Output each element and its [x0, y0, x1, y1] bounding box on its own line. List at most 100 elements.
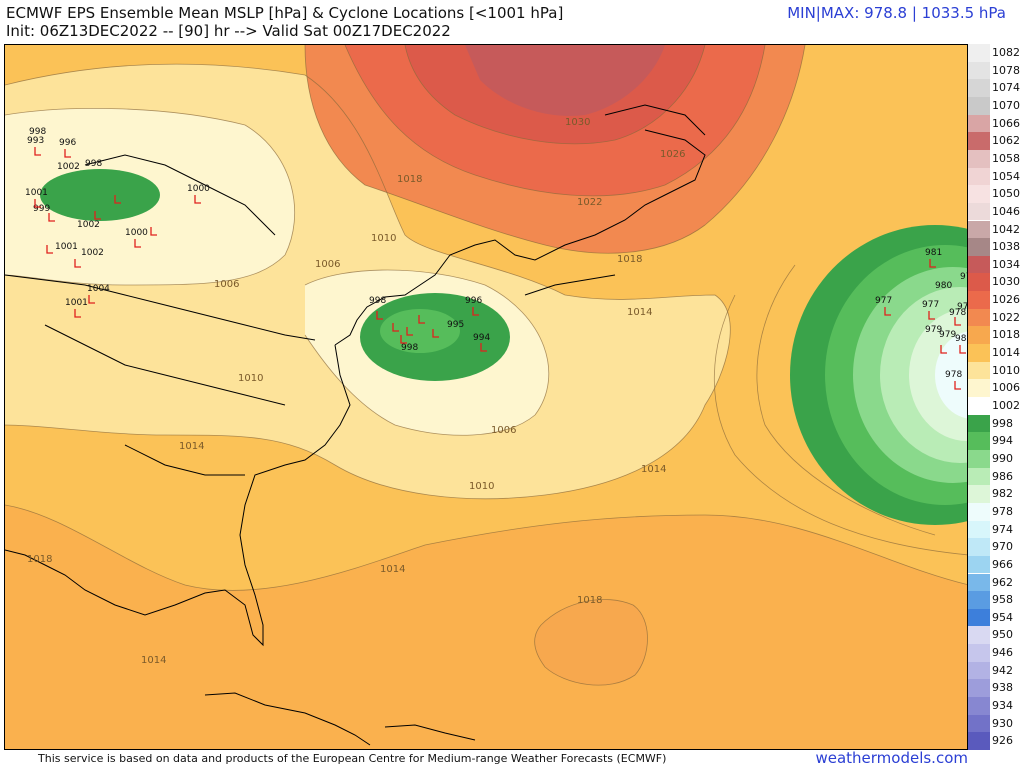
legend-entry: 970 — [968, 538, 1024, 556]
legend-swatch — [968, 273, 990, 292]
legend-entry: 982 — [968, 485, 1024, 503]
coastlines — [5, 104, 706, 746]
pressure-map[interactable]: 1030 1026 1022 1018 1018 1014 1014 1014 … — [4, 44, 968, 750]
legend-entry: 1042 — [968, 220, 1024, 239]
legend-label: 1002 — [992, 399, 1020, 412]
contour-label: 1014 — [141, 655, 166, 666]
legend-swatch — [968, 555, 990, 574]
legend-label: 1066 — [992, 116, 1020, 130]
legend-label: 986 — [992, 469, 1013, 483]
legend-entry: 978 — [968, 502, 1024, 521]
legend-swatch — [968, 573, 990, 592]
brand-link[interactable]: weathermodels.com — [815, 749, 968, 767]
map-title: ECMWF EPS Ensemble Mean MSLP [hPa] & Cyc… — [6, 4, 564, 22]
coastal-low-996 — [380, 309, 460, 353]
legend-label: 1014 — [992, 346, 1020, 360]
cyclone-value: 995 — [447, 320, 464, 330]
legend-label: 1070 — [992, 98, 1020, 112]
legend-entry: 1002 — [968, 397, 1024, 415]
legend-entry: 926 — [968, 732, 1024, 750]
legend-entry: 946 — [968, 644, 1024, 662]
contour-labels: 1030 1026 1022 1018 1018 1014 1014 1014 … — [27, 117, 685, 666]
legend-entry: 1022 — [968, 308, 1024, 327]
contour-label: 1018 — [617, 254, 642, 265]
legend-swatch — [968, 344, 990, 362]
cyclone-value: 978 — [949, 308, 966, 318]
legend-label: 1082 — [992, 46, 1020, 59]
contour-label: 1014 — [380, 564, 405, 575]
init-valid-time: Init: 06Z13DEC2022 -- [90] hr --> Valid … — [6, 22, 451, 40]
legend-label: 958 — [992, 593, 1013, 607]
legend-entry: 962 — [968, 573, 1024, 592]
legend-label: 942 — [992, 663, 1013, 677]
legend-entry: 998 — [968, 414, 1024, 433]
legend-swatch — [968, 44, 990, 62]
legend-entry: 994 — [968, 432, 1024, 450]
legend-label: 950 — [992, 628, 1013, 642]
legend-entry: 1038 — [968, 238, 1024, 256]
legend-label: 998 — [992, 416, 1013, 430]
legend-label: 1026 — [992, 293, 1020, 307]
attribution-text: This service is based on data and produc… — [38, 752, 667, 765]
legend-label: 1034 — [992, 257, 1020, 271]
cyclone-value: 1001 — [65, 298, 88, 308]
legend-label: 982 — [992, 487, 1013, 501]
contour-label: 1006 — [315, 259, 340, 270]
legend-entry: 930 — [968, 714, 1024, 733]
cyclone-value: 998 — [401, 343, 418, 353]
legend-label: 1006 — [992, 381, 1020, 395]
legend-swatch — [968, 220, 990, 239]
contour-label: 1018 — [27, 554, 52, 565]
legend-swatch — [968, 502, 990, 521]
legend-entry: 1078 — [968, 61, 1024, 80]
legend-entry: 1050 — [968, 185, 1024, 203]
cyclone-value: 980 — [935, 281, 952, 291]
legend-swatch — [968, 149, 990, 168]
cyclone-value: 998 — [85, 159, 102, 169]
cyclone-value: 980 — [955, 334, 968, 344]
legend-swatch — [968, 167, 990, 186]
legend-swatch — [968, 132, 990, 150]
legend-swatch — [968, 361, 990, 380]
contour-label: 1030 — [565, 117, 590, 128]
map-canvas: 1030 1026 1022 1018 1018 1014 1014 1014 … — [5, 45, 968, 749]
contour-label: 1026 — [660, 149, 685, 160]
legend-entry: 1018 — [968, 326, 1024, 345]
cyclone-value: 1000 — [187, 184, 210, 194]
cyclone-value: 1001 — [55, 242, 78, 252]
cyclone-value: 972 — [960, 272, 968, 282]
legend-label: 1062 — [992, 134, 1020, 148]
legend-swatch — [968, 326, 990, 345]
legend-swatch — [968, 661, 990, 680]
cyclone-value: 977 — [922, 300, 939, 310]
cyclone-cluster-atlantic: 981 980 972 977 977 976 978 979 979 980 … — [875, 248, 968, 390]
legend-swatch — [968, 714, 990, 733]
cyclone-value: 998 — [29, 127, 46, 137]
legend-entry: 934 — [968, 697, 1024, 715]
legend-label: 1042 — [992, 222, 1020, 236]
cyclone-value: 1000 — [125, 228, 148, 238]
cyclone-value: 981 — [925, 248, 942, 258]
legend-swatch — [968, 432, 990, 450]
legend-entry: 1014 — [968, 344, 1024, 362]
legend-entry: 1070 — [968, 96, 1024, 115]
legend-swatch — [968, 732, 990, 750]
legend-label: 994 — [992, 434, 1013, 448]
legend-entry: 1058 — [968, 149, 1024, 168]
contour-label: 1006 — [491, 425, 516, 436]
legend-swatch — [968, 538, 990, 556]
legend-swatch — [968, 608, 990, 627]
legend-label: 974 — [992, 522, 1013, 536]
cyclone-value: 976 — [957, 302, 968, 312]
cyclone-value: 1001 — [25, 188, 48, 198]
cyclone-value: 1002 — [81, 248, 104, 258]
cyclone-value: 977 — [875, 296, 892, 306]
legend-swatch — [968, 379, 990, 397]
legend-entry: 1054 — [968, 167, 1024, 186]
legend-swatch — [968, 185, 990, 203]
legend-entry: 954 — [968, 608, 1024, 627]
cyclone-value: 979 — [939, 330, 956, 340]
legend-swatch — [968, 61, 990, 80]
legend-entry: 1010 — [968, 361, 1024, 380]
legend-swatch — [968, 697, 990, 715]
